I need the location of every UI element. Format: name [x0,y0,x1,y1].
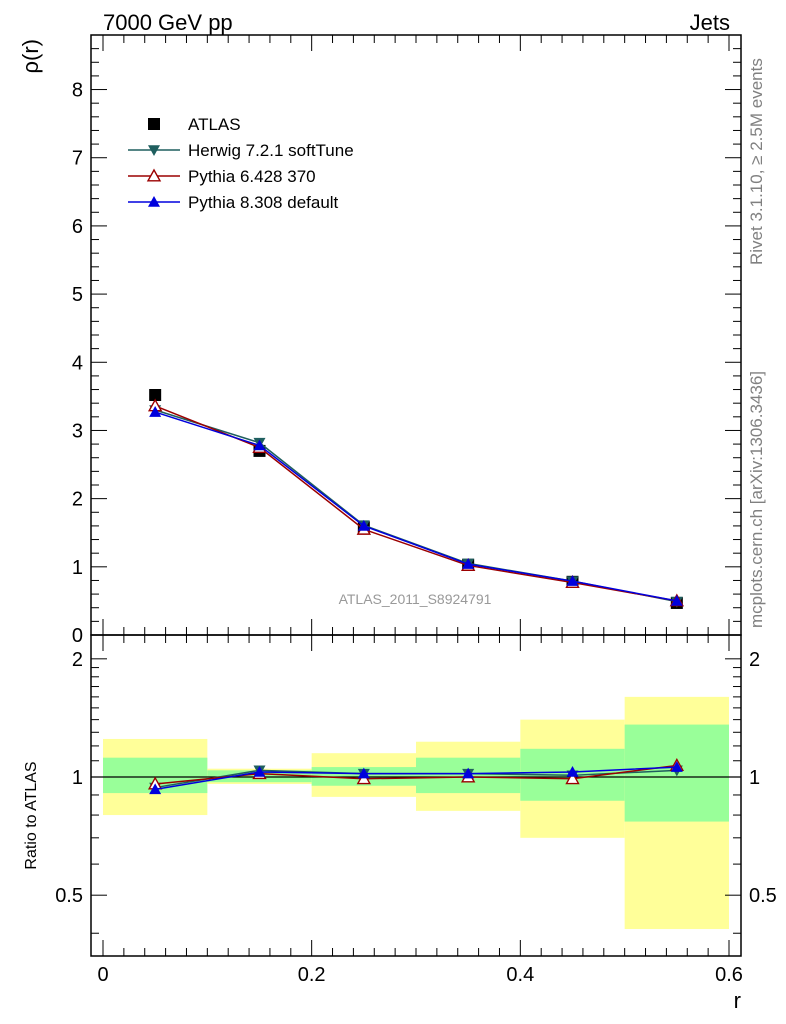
ratio-data-point [357,767,370,779]
ratio-frame [90,634,742,957]
legend-marker [148,118,160,130]
y-tick-label: 8 [72,80,83,102]
ratio-axis-ticks [91,635,741,956]
y-tick-label: 3 [72,420,83,442]
data-point [253,439,266,451]
main-axis-ticks [91,34,741,636]
series-atlas [149,389,683,609]
data-point [566,575,579,586]
legend-label: Pythia 8.308 default [188,193,339,212]
series-line [154,409,677,603]
ratio-y-tick-label: 1 [72,767,83,789]
legend-item: Herwig 7.2.1 softTune [128,141,354,160]
x-tick-label: 0.6 [715,964,743,986]
ratio-series [147,758,685,795]
y-tick-label: 6 [72,216,83,238]
header-right: Jets [690,10,730,35]
y-tick-label: 1 [72,557,83,579]
x-tick-label: 0.4 [506,964,534,986]
main-y-tick-labels: 0 1 2 3 4 5 6 7 8 [72,80,83,647]
legend-marker [148,196,160,207]
y-tick-label: 7 [72,148,83,170]
y-tick-label: 2 [72,489,83,511]
data-point [462,558,475,569]
ratio-y-tick-label-right: 0.5 [749,885,777,907]
ratio-series-pythia-8-308-default [149,761,683,795]
series-line [154,411,677,602]
ratio-y-tick-label-right: 1 [749,767,760,789]
ratio-tick-labels: 0.5 0.5 1 1 2 2 0 0.2 0.4 0.6 [55,649,777,986]
data-point [149,389,162,401]
data-point [149,406,162,417]
ratio-y-tick-label-right: 2 [749,649,760,671]
legend: ATLAS Herwig 7.2.1 softTune Pythia 6.428 3… [128,115,354,212]
ratio-data-point [253,765,266,777]
series-pythia-6-428-370 [147,398,685,607]
ratio-series-line [155,766,677,791]
legend-label: Herwig 7.2.1 softTune [188,141,354,160]
mcplots-label: mcplots.cern.ch [arXiv:1306.3436] [747,371,766,628]
legend-label: ATLAS [188,115,241,134]
ratio-data-point [149,783,162,795]
ratio-data-point [462,767,475,779]
legend-marker [146,168,162,182]
uncertainty-bands [103,696,729,930]
ratio-data-point [566,765,579,777]
header-left: 7000 GeV pp [103,10,233,35]
ratio-data-point [670,761,683,772]
data-point [357,519,370,531]
legend-label: Pythia 6.428 370 [188,167,316,186]
ratio-data-point [565,771,580,785]
legend-item: Pythia 6.428 370 [128,167,316,186]
main-panel: 0 1 2 3 4 5 6 7 8 ρ(r) ATLAS_2011_S8924791 ATLAS… [18,34,742,647]
ratio-y-axis-label: Ratio to ATLAS [23,761,40,869]
legend-item: Pythia 8.308 default [128,193,339,212]
analysis-watermark: ATLAS_2011_S8924791 [339,591,492,607]
y-tick-label: 5 [72,284,83,306]
rivet-label: Rivet 3.1.10, ≥ 2.5M events [747,58,766,265]
series-pythia-8-308-default [149,406,683,606]
data-point [670,594,683,606]
legend-item: ATLAS [148,115,241,134]
y-tick-label: 4 [72,352,83,374]
legend-marker [148,145,160,156]
x-axis-label: r [734,988,741,1013]
ratio-y-tick-label: 0.5 [55,885,83,907]
y-tick-label: 0 [72,625,83,647]
ratio-panel: 0.5 0.5 1 1 2 2 0 0.2 0.4 0.6 Ratio to ATLAS r [23,634,777,1013]
x-tick-label: 0 [97,964,108,986]
ratio-y-tick-label: 2 [72,649,83,671]
main-series [147,389,685,609]
x-tick-label: 0.2 [298,964,326,986]
main-y-axis-label: ρ(r) [18,39,43,74]
